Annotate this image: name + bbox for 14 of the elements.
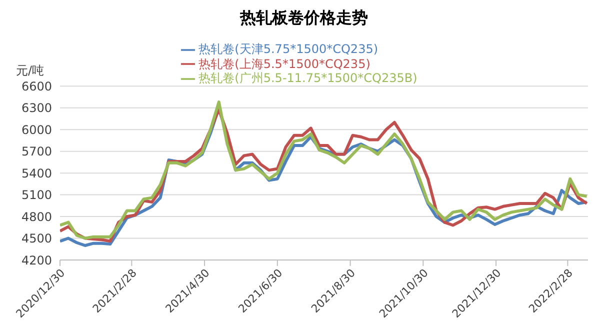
y-tick-label: 6600: [21, 79, 52, 94]
y-tick-label: 6300: [21, 101, 52, 116]
y-tick-label: 6000: [21, 122, 52, 137]
y-tick-label: 4500: [21, 232, 52, 246]
legend-label: 热轧卷(天津5.75*1500*CQ235): [198, 42, 378, 56]
y-tick-label: 4800: [21, 210, 52, 224]
y-tick-label: 5700: [21, 144, 52, 159]
chart-title: 热轧板卷价格走势: [238, 8, 369, 28]
y-tick-label: 4200: [21, 253, 52, 268]
legend-label: 热轧卷(广州5.5-11.75*1500*CQ235B): [198, 71, 418, 86]
y-tick-label: 5100: [21, 188, 52, 202]
legend-label: 热轧卷(上海5.5*1500*CQ235): [198, 56, 370, 71]
y-axis-title: 元/吨: [16, 64, 44, 78]
y-tick-label: 5400: [21, 166, 52, 180]
